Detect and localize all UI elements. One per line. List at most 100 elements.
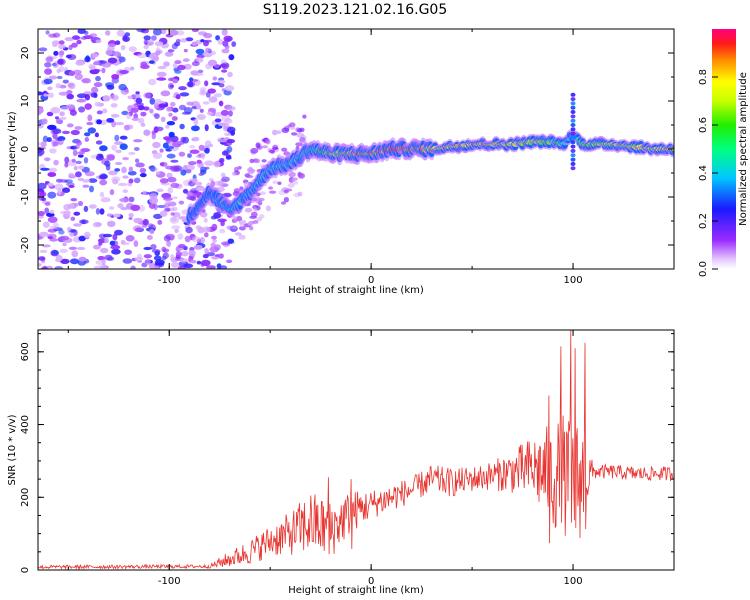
noise-blob (122, 189, 128, 194)
noise-blob (133, 139, 143, 143)
noise-blob (265, 205, 271, 212)
noise-blob (195, 48, 205, 55)
noise-blob (76, 246, 86, 251)
noise-blob (93, 265, 104, 269)
noise-blob (47, 182, 54, 187)
noise-blob (81, 219, 86, 225)
noise-blob (172, 196, 178, 200)
ridge-spike (570, 157, 576, 162)
noise-blob (108, 170, 118, 176)
noise-blob (220, 59, 227, 65)
noise-blob (181, 251, 189, 257)
noise-blob (175, 251, 182, 258)
noise-blob (66, 104, 76, 109)
noise-blob (128, 178, 134, 184)
noise-blob (118, 182, 128, 187)
noise-blob (80, 148, 91, 153)
noise-blob (58, 91, 69, 96)
noise-blob (210, 242, 216, 248)
noise-blob (55, 83, 61, 89)
noise-blob (154, 113, 160, 119)
ridge-spike (570, 131, 576, 136)
noise-blob (66, 93, 74, 100)
noise-blob (122, 157, 129, 161)
y-tick-label: 10 (20, 95, 31, 108)
noise-blob (143, 39, 148, 45)
noise-blob (196, 57, 204, 63)
noise-blob (95, 140, 103, 145)
noise-blob (120, 44, 126, 51)
noise-blob (106, 154, 115, 161)
noise-blob (104, 254, 113, 261)
noise-blob (238, 234, 246, 240)
noise-blob (110, 94, 119, 101)
noise-blob (44, 62, 52, 68)
noise-blob (58, 229, 65, 235)
noise-blob (225, 37, 232, 43)
noise-blob (202, 226, 211, 233)
noise-blob (107, 57, 118, 64)
noise-blob (76, 39, 82, 45)
noise-blob (287, 183, 295, 188)
noise-blob (76, 140, 82, 146)
noise-blob (145, 258, 151, 266)
noise-blob (43, 93, 48, 97)
noise-blob (250, 147, 259, 154)
noise-blob (204, 160, 215, 166)
noise-blob (71, 250, 79, 258)
noise-blob (196, 104, 202, 110)
noise-blob (199, 237, 205, 244)
noise-blob (152, 141, 161, 149)
noise-blob (140, 123, 146, 127)
noise-blob (152, 29, 162, 36)
snr-frame (37, 329, 675, 571)
noise-blob (269, 190, 277, 194)
snr-ticks: -100 0 100 0 200 400 600 (20, 330, 675, 587)
spectrogram-marks (38, 29, 674, 269)
noise-blob (182, 58, 190, 62)
noise-blob (208, 96, 218, 103)
noise-blob (121, 242, 130, 246)
noise-blob (49, 148, 57, 154)
noise-blob (170, 165, 180, 172)
noise-blob (138, 204, 146, 212)
noise-blob (237, 166, 242, 170)
noise-blob (49, 209, 55, 214)
noise-blob (146, 235, 153, 240)
noise-blob (111, 74, 120, 80)
noise-blob (172, 141, 178, 147)
snr-panel: -100 0 100 0 200 400 600 Height of straight li… (7, 329, 675, 596)
noise-blob (244, 207, 253, 213)
colorbar-tick-label: 0.0 (698, 261, 709, 277)
noise-blob (112, 51, 121, 57)
noise-blob (71, 158, 76, 163)
noise-blob (42, 265, 48, 269)
noise-blob (86, 121, 94, 126)
noise-blob (47, 92, 54, 98)
noise-blob (171, 225, 181, 230)
noise-blob (137, 53, 147, 59)
noise-blob (107, 220, 116, 228)
noise-blob (118, 83, 127, 91)
noise-blob (170, 216, 177, 222)
noise-blob (272, 180, 278, 184)
noise-blob (65, 54, 72, 59)
noise-blob (218, 100, 224, 107)
noise-blob (57, 58, 66, 66)
noise-blob (170, 159, 179, 163)
noise-blob (59, 248, 68, 253)
noise-blob (176, 30, 185, 36)
noise-blob (112, 233, 118, 241)
ridge-spike (570, 105, 576, 110)
noise-blob (284, 189, 289, 194)
noise-blob (220, 172, 226, 178)
noise-blob (190, 259, 197, 264)
noise-blob (69, 258, 80, 265)
x-tick-label: 0 (368, 275, 374, 286)
noise-blob (94, 39, 102, 44)
noise-blob (99, 247, 109, 254)
colorbar-tick-label: 0.6 (698, 117, 709, 133)
noise-blob (177, 244, 186, 249)
noise-blob (128, 196, 135, 203)
